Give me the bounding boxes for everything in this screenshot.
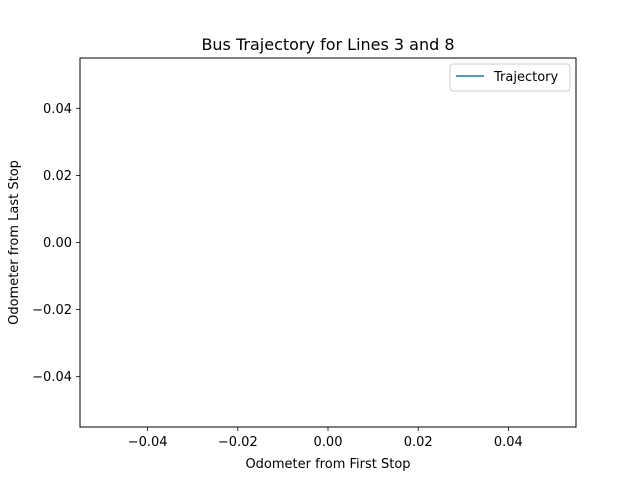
x-tick-label: −0.04: [128, 435, 168, 450]
y-tick-label: −0.04: [32, 370, 72, 385]
y-tick-label: −0.02: [32, 303, 72, 318]
x-axis-label: Odometer from First Stop: [245, 457, 410, 472]
x-tick-label: 0.00: [314, 435, 343, 450]
x-tick-label: −0.02: [218, 435, 258, 450]
y-tick-label: 0.04: [43, 102, 72, 117]
legend: Trajectory: [449, 63, 571, 92]
x-tick-label: 0.04: [494, 435, 523, 450]
legend-label-trajectory: Trajectory: [493, 70, 558, 85]
x-axis-ticks: −0.04 −0.02 0.00 0.02 0.04: [128, 427, 523, 450]
plot-area-frame: [79, 57, 577, 428]
x-tick-label: 0.02: [404, 435, 433, 450]
y-axis-ticks: −0.04 −0.02 0.00 0.02 0.04: [32, 102, 80, 385]
y-tick-label: 0.00: [43, 236, 72, 251]
legend-box: [449, 63, 571, 92]
y-axis-label: Odometer from Last Stop: [7, 160, 22, 325]
chart-title: Bus Trajectory for Lines 3 and 8: [201, 35, 454, 54]
y-tick-label: 0.02: [43, 169, 72, 184]
